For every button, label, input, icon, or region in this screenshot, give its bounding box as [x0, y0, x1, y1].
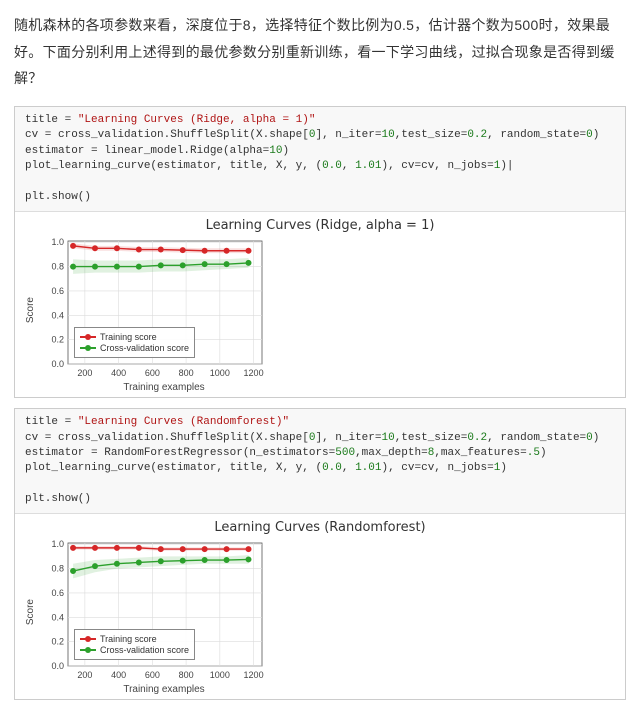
svg-text:0.4: 0.4: [51, 613, 64, 623]
svg-text:800: 800: [179, 368, 194, 378]
svg-text:1.0: 1.0: [51, 237, 64, 247]
svg-text:1200: 1200: [244, 368, 264, 378]
legend: Training scoreCross-validation score: [74, 327, 195, 358]
legend-label: Cross-validation score: [100, 645, 189, 655]
svg-text:200: 200: [77, 368, 92, 378]
x-axis-label: Training examples: [49, 382, 279, 393]
chart-title: Learning Curves (Randomforest): [23, 520, 617, 535]
svg-text:0.8: 0.8: [51, 262, 64, 272]
svg-text:0.0: 0.0: [51, 661, 64, 671]
svg-text:0.0: 0.0: [51, 359, 64, 369]
chart-rf: Learning Curves (Randomforest) Score 0.0…: [15, 514, 625, 699]
plot-area: 0.0 0.2 0.4 0.6 0.8 1.0 200 400 600 800 1000 1200 Tr…: [38, 237, 268, 382]
svg-text:200: 200: [77, 670, 92, 680]
svg-text:600: 600: [145, 368, 160, 378]
svg-text:600: 600: [145, 670, 160, 680]
y-axis-label: Score: [23, 599, 38, 625]
intro-paragraph: 随机森林的各项参数来看，深度位于8，选择特征个数比例为0.5，估计器个数为500…: [14, 12, 626, 92]
svg-text:1.0: 1.0: [51, 540, 64, 550]
x-axis-label: Training examples: [49, 684, 279, 695]
svg-text:1000: 1000: [210, 368, 230, 378]
svg-text:1200: 1200: [244, 670, 264, 680]
svg-text:800: 800: [179, 670, 194, 680]
svg-text:0.6: 0.6: [51, 588, 64, 598]
chart-ridge: Learning Curves (Ridge, alpha = 1) Score…: [15, 212, 625, 397]
svg-text:0.8: 0.8: [51, 564, 64, 574]
svg-text:0.6: 0.6: [51, 286, 64, 296]
code-block-rf: title = "Learning Curves (Randomforest)"…: [15, 409, 625, 514]
chart-title: Learning Curves (Ridge, alpha = 1): [23, 218, 617, 233]
legend-label: Cross-validation score: [100, 343, 189, 353]
code-cell-ridge: title = "Learning Curves (Ridge, alpha =…: [14, 106, 626, 398]
svg-text:1000: 1000: [210, 670, 230, 680]
svg-text:0.2: 0.2: [51, 637, 64, 647]
svg-text:0.2: 0.2: [51, 335, 64, 345]
svg-text:0.4: 0.4: [51, 310, 64, 320]
legend-label: Training score: [100, 634, 157, 644]
svg-text:400: 400: [111, 368, 126, 378]
y-axis-label: Score: [23, 297, 38, 323]
legend: Training scoreCross-validation score: [74, 629, 195, 660]
legend-label: Training score: [100, 332, 157, 342]
plot-area: 0.0 0.2 0.4 0.6 0.8 1.0 200 400 600 800 1000 1200 Tr…: [38, 539, 268, 684]
code-cell-rf: title = "Learning Curves (Randomforest)"…: [14, 408, 626, 700]
svg-text:400: 400: [111, 670, 126, 680]
code-block-ridge: title = "Learning Curves (Ridge, alpha =…: [15, 107, 625, 212]
